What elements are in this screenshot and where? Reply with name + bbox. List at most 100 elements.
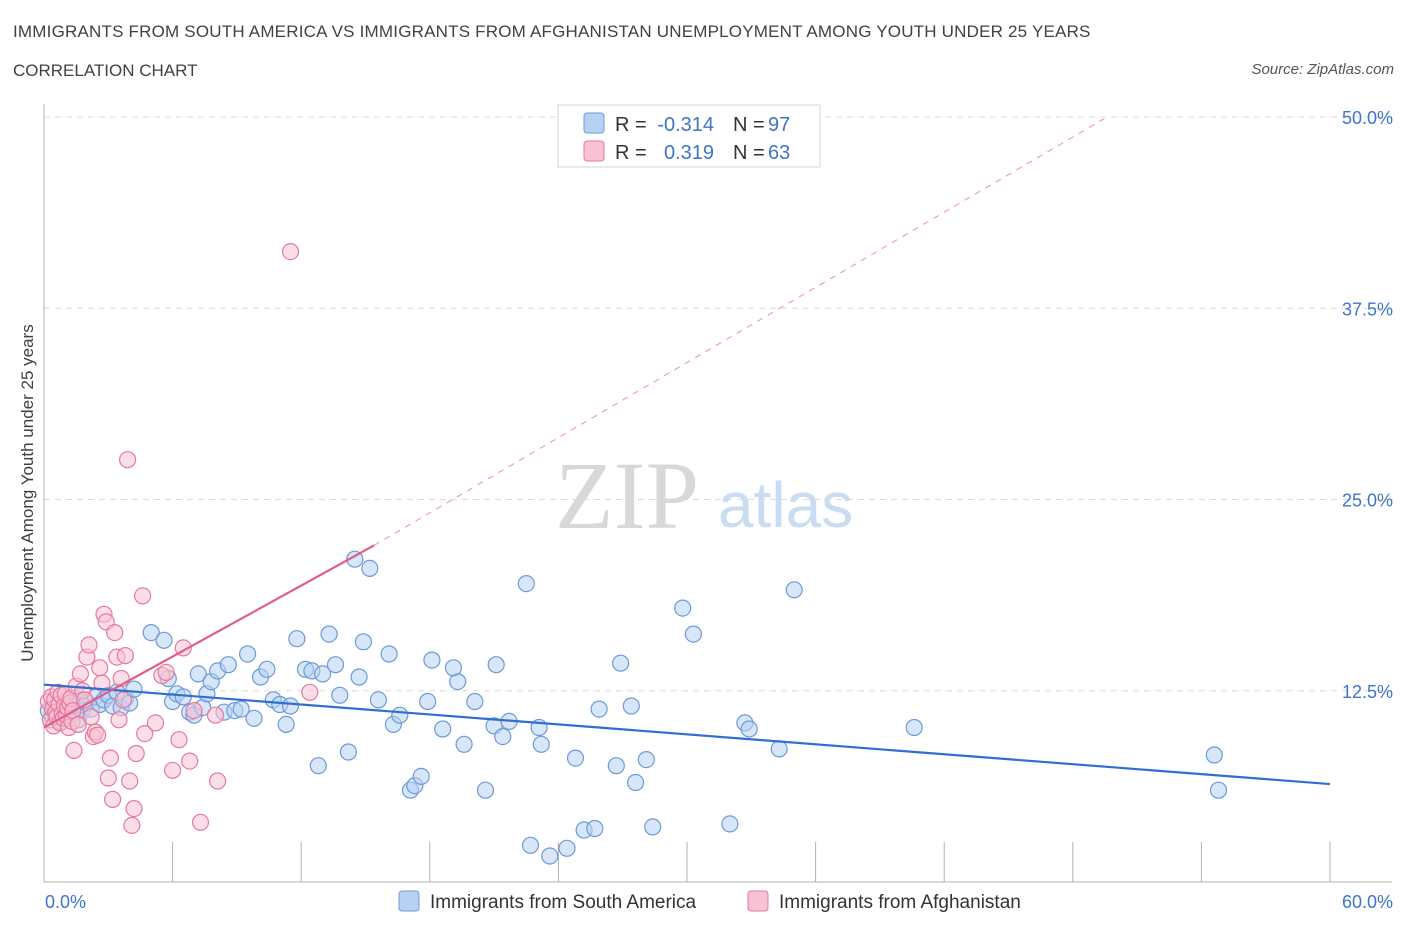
point-afghanistan bbox=[191, 813, 210, 831]
point-afghanistan bbox=[91, 659, 109, 677]
point-south-america bbox=[455, 735, 473, 753]
series-legend: Immigrants from South America Immigrants… bbox=[398, 890, 1021, 913]
point-south-america bbox=[644, 818, 662, 836]
point-afghanistan bbox=[69, 715, 87, 734]
point-south-america bbox=[155, 631, 173, 649]
point-afghanistan bbox=[118, 451, 137, 469]
point-south-america bbox=[1205, 746, 1223, 764]
legend-swatch-south-america bbox=[583, 112, 605, 134]
point-south-america bbox=[434, 720, 452, 738]
point-south-america bbox=[770, 740, 788, 758]
point-south-america bbox=[419, 692, 437, 711]
point-afghanistan bbox=[134, 587, 152, 605]
bottom-legend-label-afghanistan: Immigrants from Afghanistan bbox=[779, 892, 1021, 913]
point-afghanistan bbox=[80, 636, 98, 654]
point-south-america bbox=[326, 656, 345, 674]
legend-r-label-1: R = bbox=[615, 114, 647, 136]
y-tick-label: 12.5% bbox=[1342, 682, 1393, 702]
point-afghanistan bbox=[116, 646, 135, 665]
point-south-america bbox=[219, 656, 237, 674]
point-south-america bbox=[637, 750, 655, 769]
correlation-legend: R = -0.314 N = 97 R = 0.319 N = 63 bbox=[557, 104, 821, 168]
point-south-america bbox=[380, 645, 398, 663]
point-afghanistan bbox=[71, 665, 90, 683]
point-south-america bbox=[288, 630, 306, 648]
point-south-america bbox=[354, 633, 372, 651]
point-south-america bbox=[1209, 781, 1228, 799]
source-credit: Source: ZipAtlas.com bbox=[1251, 61, 1394, 78]
y-axis-tick-labels: 12.5% 25.0% 37.5% 50.0% bbox=[1342, 108, 1393, 702]
point-afghanistan bbox=[281, 243, 300, 261]
point-afghanistan bbox=[82, 708, 100, 726]
point-south-america bbox=[232, 700, 250, 718]
bottom-legend-label-south-america: Immigrants from South America bbox=[430, 892, 697, 913]
legend-n-value-2: 63 bbox=[768, 142, 790, 164]
point-afghanistan bbox=[114, 691, 132, 709]
point-afghanistan bbox=[170, 731, 188, 749]
point-south-america bbox=[423, 651, 441, 669]
legend-n-label-2: N = bbox=[733, 142, 765, 164]
point-south-america bbox=[444, 659, 462, 677]
point-south-america bbox=[721, 815, 739, 833]
bottom-legend-swatch-afghanistan bbox=[747, 890, 769, 912]
point-south-america bbox=[611, 654, 630, 672]
point-south-america bbox=[674, 599, 692, 617]
trend-line-south-america bbox=[43, 683, 1331, 786]
point-afghanistan bbox=[136, 724, 154, 743]
point-afghanistan bbox=[65, 741, 83, 760]
legend-r-label-2: R = bbox=[615, 142, 647, 164]
trend-line-afghanistan bbox=[43, 544, 375, 729]
point-south-america bbox=[320, 625, 338, 643]
legend-n-label-1: N = bbox=[733, 114, 765, 136]
point-south-america bbox=[239, 645, 257, 663]
point-south-america bbox=[517, 574, 535, 593]
grid-lines bbox=[44, 116, 1392, 692]
point-south-america bbox=[476, 781, 495, 799]
bottom-legend-swatch-south-america bbox=[398, 890, 420, 912]
chart-title: IMMIGRANTS FROM SOUTH AMERICA VS IMMIGRA… bbox=[13, 22, 1091, 41]
point-south-america bbox=[314, 665, 332, 683]
legend-swatch-afghanistan bbox=[583, 140, 605, 162]
trend-lines bbox=[43, 116, 1331, 786]
point-afghanistan bbox=[106, 623, 124, 642]
x-axis-ticks bbox=[172, 842, 1331, 882]
point-south-america bbox=[391, 706, 409, 724]
y-tick-label: 50.0% bbox=[1342, 108, 1393, 128]
y-axis-label: Unemployment Among Youth under 25 years bbox=[18, 324, 37, 661]
point-afghanistan bbox=[101, 749, 120, 767]
point-afghanistan bbox=[93, 674, 111, 692]
point-south-america bbox=[412, 767, 430, 786]
point-afghanistan bbox=[157, 663, 175, 682]
point-south-america bbox=[309, 757, 327, 775]
point-south-america bbox=[339, 743, 357, 761]
point-afghanistan bbox=[110, 711, 128, 729]
point-afghanistan bbox=[181, 752, 199, 770]
legend-r-value-2: 0.319 bbox=[664, 142, 714, 164]
y-tick-label: 37.5% bbox=[1342, 299, 1393, 319]
point-afghanistan bbox=[209, 772, 227, 790]
point-afghanistan bbox=[206, 706, 225, 724]
point-south-america bbox=[626, 773, 645, 792]
point-south-america bbox=[189, 665, 207, 683]
point-afghanistan bbox=[121, 772, 139, 790]
x-tick-label-max: 60.0% bbox=[1342, 892, 1393, 912]
point-south-america bbox=[277, 715, 295, 734]
trend-line-afghanistan-extension bbox=[373, 116, 1108, 546]
point-afghanistan bbox=[123, 816, 141, 835]
chart-subtitle: CORRELATION CHART bbox=[13, 61, 198, 80]
point-south-america bbox=[785, 581, 803, 599]
point-south-america bbox=[466, 692, 484, 711]
point-south-america bbox=[142, 623, 160, 642]
point-afghanistan bbox=[146, 714, 165, 732]
axes bbox=[43, 104, 1392, 883]
point-afghanistan bbox=[301, 683, 319, 701]
point-south-america bbox=[684, 625, 703, 643]
point-afghanistan bbox=[103, 790, 122, 809]
series-afghanistan-points bbox=[39, 243, 319, 835]
point-south-america bbox=[281, 697, 300, 715]
point-afghanistan bbox=[185, 701, 203, 720]
point-south-america bbox=[905, 718, 923, 737]
point-south-america bbox=[258, 660, 276, 678]
point-south-america bbox=[369, 691, 387, 709]
